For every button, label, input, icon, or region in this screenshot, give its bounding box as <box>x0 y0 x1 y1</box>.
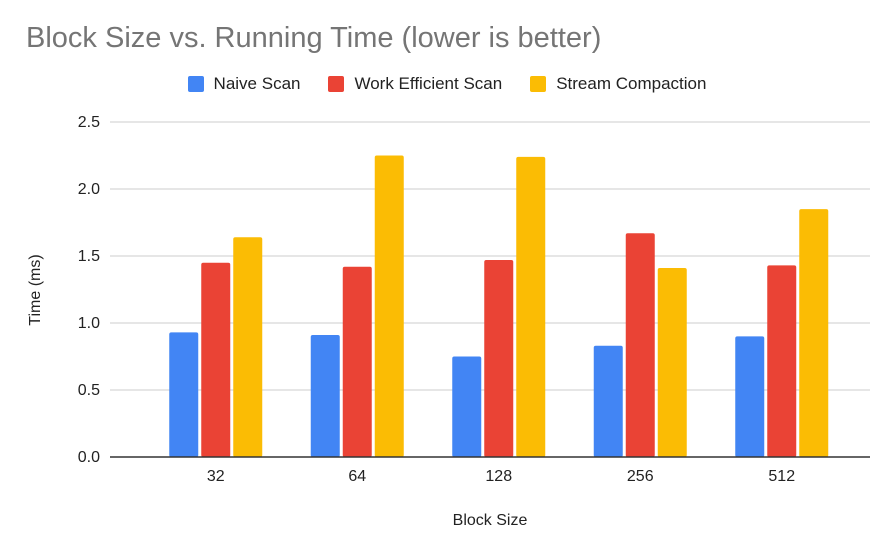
legend-swatch-work-efficient-scan <box>328 76 345 92</box>
bar-stream-compaction-32[interactable] <box>233 237 263 457</box>
legend-item-naive-scan[interactable]: Naive Scan <box>187 74 301 94</box>
legend-label-stream-compaction: Stream Compaction <box>556 74 707 93</box>
y-tick-label: 2.0 <box>78 181 100 198</box>
bar-naive-scan-32[interactable] <box>169 332 199 457</box>
legend-item-work-efficient-scan[interactable]: Work Efficient Scan <box>328 74 502 94</box>
x-tick-label: 256 <box>627 468 654 485</box>
bar-work-efficient-scan-512[interactable] <box>767 265 797 457</box>
bar-stream-compaction-64[interactable] <box>374 155 404 458</box>
legend-item-stream-compaction[interactable]: Stream Compaction <box>530 74 706 94</box>
bar-work-efficient-scan-64[interactable] <box>342 266 372 457</box>
x-tick-label: 64 <box>348 468 366 485</box>
y-tick-label: 0.0 <box>78 449 100 466</box>
y-tick-label: 0.5 <box>78 382 100 399</box>
y-axis-title: Time (ms) <box>27 254 44 325</box>
bar-work-efficient-scan-256[interactable] <box>625 233 655 457</box>
bar-naive-scan-64[interactable] <box>310 335 340 457</box>
x-tick-label: 512 <box>768 468 795 485</box>
y-tick-label: 1.5 <box>78 248 100 265</box>
chart-title: Block Size vs. Running Time (lower is be… <box>26 22 602 54</box>
bar-work-efficient-scan-32[interactable] <box>201 262 231 457</box>
bar-work-efficient-scan-128[interactable] <box>484 260 514 457</box>
y-tick-label: 1.0 <box>78 315 100 332</box>
legend-swatch-naive-scan <box>187 76 204 92</box>
bar-stream-compaction-256[interactable] <box>657 268 687 457</box>
x-tick-label: 32 <box>207 468 225 485</box>
bar-naive-scan-512[interactable] <box>735 336 765 457</box>
legend-label-work-efficient-scan: Work Efficient Scan <box>354 74 503 93</box>
bar-stream-compaction-512[interactable] <box>799 209 829 457</box>
bar-stream-compaction-128[interactable] <box>516 156 546 457</box>
bar-naive-scan-128[interactable] <box>452 356 482 458</box>
chart-legend: Naive Scan Work Efficient Scan Stream Co… <box>0 74 894 94</box>
y-tick-labels: 0.0 0.5 1.0 1.5 2.0 2.5 <box>78 114 100 466</box>
bars <box>169 155 829 458</box>
x-axis-title: Block Size <box>453 512 528 529</box>
bar-naive-scan-256[interactable] <box>593 345 623 457</box>
x-tick-label: 128 <box>485 468 512 485</box>
x-tick-labels: 32 64 128 256 512 <box>207 468 795 485</box>
legend-swatch-stream-compaction <box>530 76 547 92</box>
y-tick-label: 2.5 <box>78 114 100 131</box>
legend-label-naive-scan: Naive Scan <box>213 74 301 93</box>
